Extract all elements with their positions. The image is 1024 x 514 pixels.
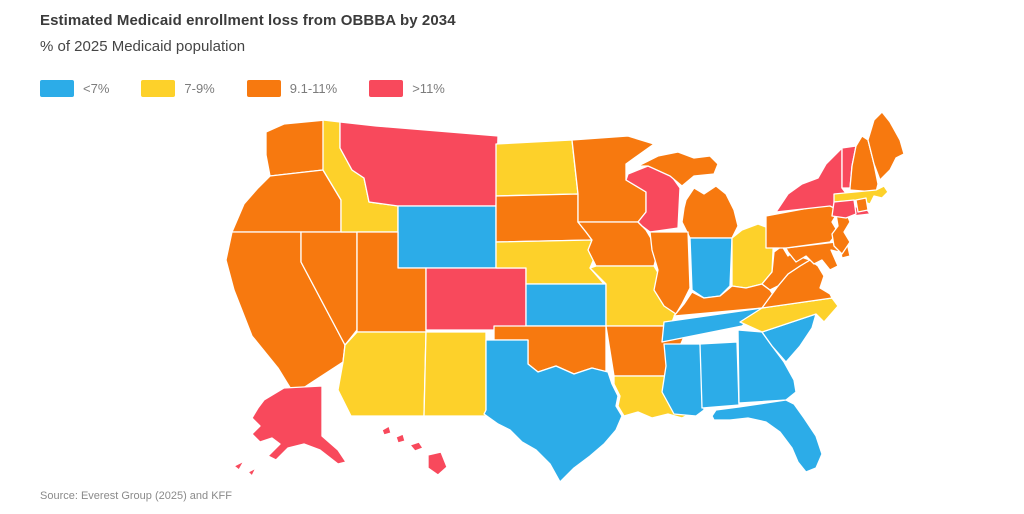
legend-swatch-91-11 — [246, 80, 281, 97]
legend-swatch-7-9 — [141, 80, 176, 97]
legend-item-gt11: >11% — [369, 80, 445, 97]
page-title: Estimated Medicaid enrollment loss from … — [40, 12, 456, 29]
state-AZ[interactable] — [337, 331, 427, 417]
legend-item-lt7: <7% — [40, 80, 109, 97]
state-AK-aleutian-1[interactable] — [233, 460, 245, 471]
legend-swatch-gt11 — [369, 80, 404, 97]
state-ME[interactable] — [867, 111, 905, 181]
state-IN[interactable] — [689, 237, 733, 299]
legend-item-7-9: 7-9% — [141, 80, 215, 97]
legend-label-7-9: 7-9% — [184, 81, 215, 96]
state-MI[interactable] — [681, 185, 739, 239]
state-OR[interactable] — [231, 169, 342, 233]
legend-label-gt11: >11% — [412, 81, 445, 96]
state-HI-big-island[interactable] — [427, 451, 448, 476]
state-CT[interactable] — [831, 199, 857, 219]
legend-label-91-11: 9.1-11% — [289, 81, 338, 96]
state-ND[interactable] — [495, 139, 579, 197]
state-AK-aleutian-2[interactable] — [247, 467, 257, 477]
state-FL[interactable] — [711, 399, 823, 473]
state-TX[interactable] — [483, 339, 623, 483]
state-HI-oahu[interactable] — [395, 433, 406, 444]
legend-swatch-lt7 — [40, 80, 74, 97]
state-AL[interactable] — [699, 341, 740, 409]
state-RI[interactable] — [855, 197, 869, 213]
state-IL[interactable] — [649, 231, 691, 315]
state-WA[interactable] — [265, 119, 327, 177]
page-subtitle: % of 2025 Medicaid population — [40, 38, 246, 55]
legend-item-91-11: 9.1-11% — [246, 80, 338, 97]
state-MT[interactable] — [339, 121, 499, 207]
state-TN[interactable] — [661, 307, 763, 343]
us-choropleth-map — [226, 100, 914, 498]
state-HI-kauai[interactable] — [381, 425, 392, 436]
legend: <7% 7-9% 9.1-11% >11% — [40, 80, 477, 97]
state-NH[interactable] — [849, 135, 879, 193]
source-note: Source: Everest Group (2025) and KFF — [40, 490, 232, 502]
state-WY[interactable] — [397, 205, 497, 269]
state-MI-upper[interactable] — [637, 151, 719, 187]
chart-header: Estimated Medicaid enrollment loss from … — [40, 12, 456, 55]
state-CO[interactable] — [425, 267, 527, 331]
state-NM[interactable] — [423, 331, 487, 417]
state-KS[interactable] — [525, 283, 607, 327]
legend-label-lt7: <7% — [83, 81, 110, 96]
state-AK[interactable] — [251, 385, 347, 465]
state-NC[interactable] — [739, 297, 839, 333]
state-HI-maui[interactable] — [409, 441, 424, 452]
